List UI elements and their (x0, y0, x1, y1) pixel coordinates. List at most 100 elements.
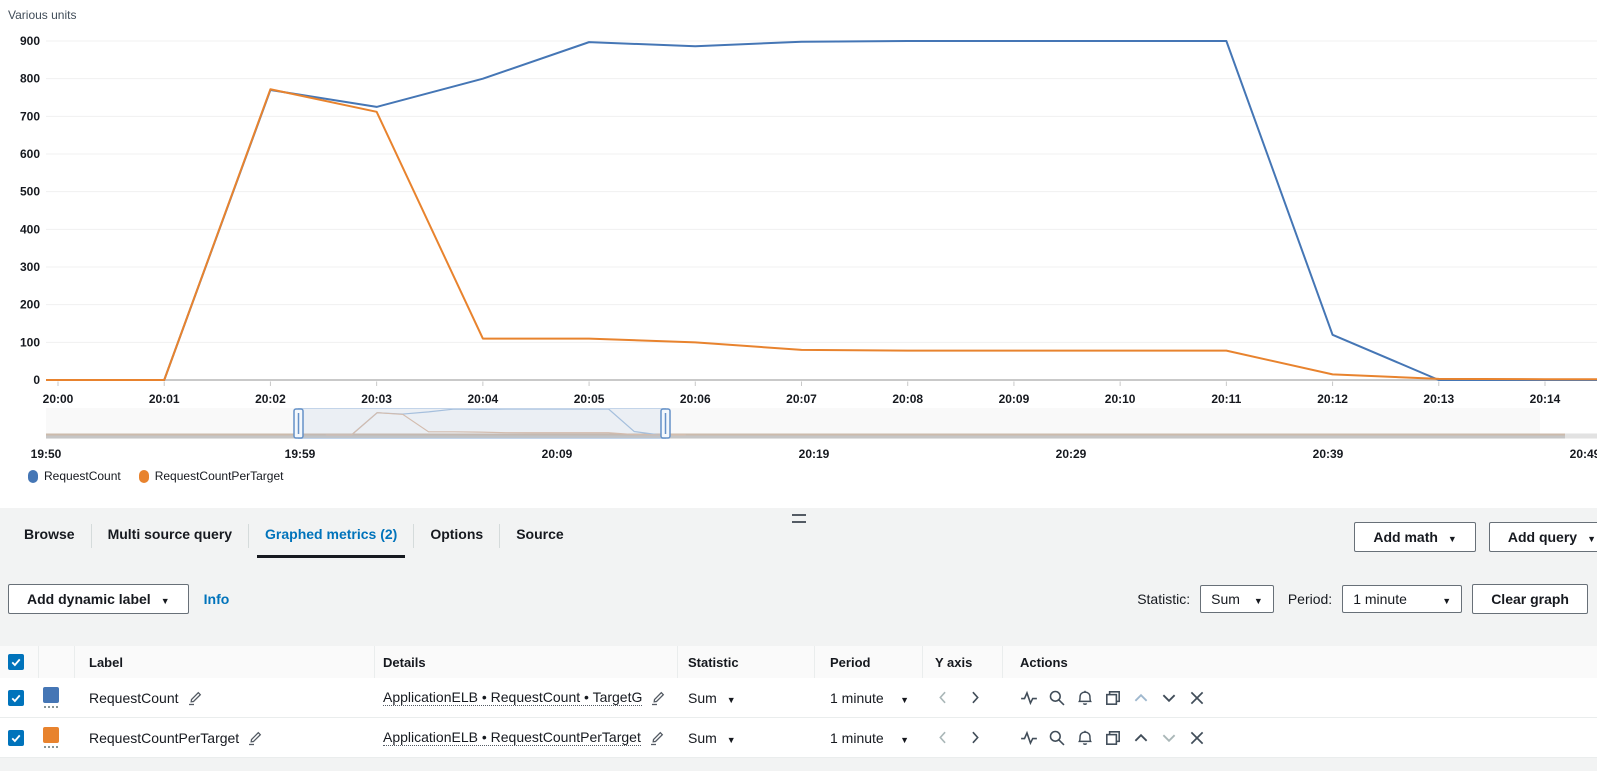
metric-details[interactable]: ApplicationELB • RequestCount • TargetG (383, 689, 643, 706)
metric-color-swatch[interactable] (43, 687, 59, 703)
svg-text:20:19: 20:19 (799, 447, 830, 461)
tab-divider (90, 524, 92, 548)
caret-down-icon (1254, 592, 1263, 606)
statistic-select[interactable]: Sum (1200, 584, 1274, 613)
period-select[interactable]: 1 minute (1342, 584, 1463, 613)
svg-text:100: 100 (20, 335, 40, 349)
metrics-panel: Browse Multi source query Graphed metric… (0, 508, 1597, 771)
brush-selection[interactable] (298, 408, 666, 439)
add-dynamic-label-button[interactable]: Add dynamic label (8, 583, 189, 614)
column-header-y-axis: Y axis (935, 654, 973, 670)
metrics-toolbar: Add dynamic label Info Statistic: Sum Pe… (0, 582, 1597, 615)
panel-resize-handle[interactable] (791, 514, 806, 523)
clear-graph-button[interactable]: Clear graph (1472, 583, 1588, 614)
legend-color-dot (138, 469, 149, 483)
svg-text:20:11: 20:11 (1211, 392, 1241, 406)
info-link[interactable]: Info (203, 590, 230, 607)
alarm-bell-icon[interactable] (1076, 689, 1094, 707)
y-axis-left-icon[interactable] (935, 689, 952, 706)
table-header-row: Label Details Statistic Period Y axis Ac… (0, 646, 1597, 678)
tab-options[interactable]: Options (430, 526, 484, 542)
y-axis-right-icon[interactable] (966, 689, 983, 706)
caret-down-icon (161, 592, 170, 606)
check-icon (11, 694, 21, 702)
svg-text:20:07: 20:07 (786, 392, 817, 406)
svg-text:20:08: 20:08 (892, 392, 923, 406)
swatch-underline (44, 746, 58, 748)
edit-label-icon[interactable] (187, 690, 203, 706)
metric-details[interactable]: ApplicationELB • RequestCountPerTarget (383, 729, 641, 746)
svg-text:20:01: 20:01 (149, 392, 180, 406)
duplicate-icon[interactable] (1104, 729, 1122, 747)
alarm-bell-icon[interactable] (1076, 729, 1094, 747)
remove-metric-icon[interactable] (1188, 729, 1206, 747)
svg-text:20:09: 20:09 (999, 392, 1030, 406)
statistic-period-controls: Statistic: Sum Period: 1 minute Clear gr… (1133, 583, 1588, 614)
table-row: RequestCountPerTarget ApplicationELB • R… (0, 718, 1597, 758)
legend-label: RequestCountPerTarget (154, 469, 284, 483)
search-icon[interactable] (1048, 689, 1066, 707)
duplicate-icon[interactable] (1104, 689, 1122, 707)
tab-action-buttons: Add math Add query (1354, 522, 1597, 552)
move-down-icon[interactable] (1160, 689, 1178, 707)
svg-text:300: 300 (20, 260, 40, 274)
caret-down-icon[interactable] (900, 691, 909, 705)
edit-label-icon[interactable] (247, 730, 263, 746)
y-axis-units-label: Various units (8, 8, 77, 22)
caret-down-icon (1442, 592, 1451, 606)
caret-down-icon (1587, 530, 1596, 544)
edit-details-icon[interactable] (649, 730, 665, 746)
graphed-metrics-table: Label Details Statistic Period Y axis Ac… (0, 646, 1597, 758)
time-range-brush[interactable]: 19:50 19:59 20:09 20:19 20:29 20:39 20:49 (31, 408, 1597, 461)
svg-text:19:59: 19:59 (285, 447, 316, 461)
tab-divider (413, 524, 415, 548)
metric-color-swatch[interactable] (43, 727, 59, 743)
caret-down-icon[interactable] (727, 731, 736, 745)
metric-label: RequestCount (89, 689, 179, 706)
svg-text:20:13: 20:13 (1423, 392, 1454, 406)
edit-details-icon[interactable] (650, 690, 666, 706)
tab-graphed-metrics[interactable]: Graphed metrics (2) (257, 522, 406, 558)
series-RequestCountPerTarget[interactable] (46, 88, 1597, 381)
y-axis-right-icon[interactable] (966, 729, 983, 746)
add-query-button[interactable]: Add query (1488, 522, 1597, 552)
legend-item-requestcount[interactable]: RequestCount (28, 469, 121, 483)
svg-text:20:29: 20:29 (1056, 447, 1087, 461)
graph-this-metric-icon[interactable] (1020, 689, 1038, 707)
tab-browse[interactable]: Browse (24, 526, 75, 542)
y-axis-left-icon[interactable] (935, 729, 952, 746)
move-up-icon[interactable] (1132, 729, 1150, 747)
svg-text:20:03: 20:03 (361, 392, 392, 406)
check-icon (11, 734, 21, 742)
period-label: Period: (1287, 590, 1333, 607)
svg-text:0: 0 (33, 373, 40, 387)
add-math-button[interactable]: Add math (1354, 522, 1476, 552)
svg-text:20:49: 20:49 (1570, 447, 1597, 461)
svg-text:20:12: 20:12 (1317, 392, 1348, 406)
caret-down-icon[interactable] (727, 691, 736, 705)
x-axis: 20:00 20:01 20:02 20:03 20:04 20:05 20:06 20:07… (43, 381, 1561, 406)
tab-multi-source-query[interactable]: Multi source query (107, 526, 233, 542)
row-statistic-value: Sum (688, 689, 717, 706)
graph-this-metric-icon[interactable] (1020, 729, 1038, 747)
chart-area: Various units 0 100 200 300 400 500 600 700 800 9… (0, 0, 1597, 483)
legend-color-dot (28, 469, 38, 483)
svg-text:800: 800 (20, 72, 40, 86)
statistic-label: Statistic: (1137, 590, 1191, 607)
svg-text:20:39: 20:39 (1313, 447, 1344, 461)
svg-text:19:50: 19:50 (31, 447, 62, 461)
caret-down-icon[interactable] (900, 731, 909, 745)
row-checkbox[interactable] (8, 689, 24, 706)
column-header-actions: Actions (1020, 654, 1068, 670)
row-checkbox[interactable] (8, 729, 24, 746)
caret-down-icon (1448, 530, 1457, 544)
remove-metric-icon[interactable] (1188, 689, 1206, 707)
svg-text:600: 600 (20, 147, 40, 161)
legend-item-requestcountpertarget[interactable]: RequestCountPerTarget (138, 469, 284, 483)
column-header-period: Period (830, 654, 871, 670)
select-all-checkbox[interactable] (8, 654, 24, 670)
search-icon[interactable] (1048, 729, 1066, 747)
svg-text:400: 400 (20, 222, 40, 236)
tab-source[interactable]: Source (516, 526, 564, 542)
